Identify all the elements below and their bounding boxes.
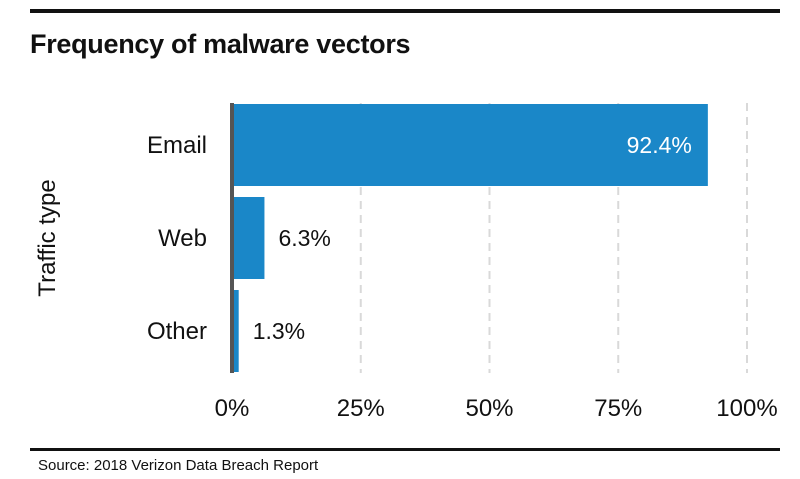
x-tick-label: 25% — [337, 395, 385, 422]
value-label-other: 1.3% — [253, 318, 305, 344]
top-rule — [30, 9, 780, 13]
bottom-rule — [30, 448, 780, 451]
value-label-email: 92.4% — [627, 132, 692, 158]
value-label-web: 6.3% — [278, 225, 330, 251]
bar-web — [232, 197, 265, 279]
x-tick-label: 0% — [215, 395, 250, 422]
x-tick-label: 100% — [716, 395, 777, 422]
value-labels: 92.4% 6.3% 1.3% — [253, 132, 692, 344]
bar-other — [232, 290, 239, 372]
y-axis-label: Traffic type — [34, 179, 61, 296]
category-label-email: Email — [147, 132, 207, 159]
category-label-other: Other — [147, 318, 207, 345]
category-label-web: Web — [158, 225, 207, 252]
x-tick-label: 50% — [465, 395, 513, 422]
bar-email — [232, 104, 708, 186]
x-tick-labels: 0% 25% 50% 75% 100% — [215, 395, 778, 422]
category-labels: Email Web Other — [147, 132, 207, 345]
x-tick-label: 75% — [594, 395, 642, 422]
source-note: Source: 2018 Verizon Data Breach Report — [38, 457, 319, 474]
bars — [232, 104, 708, 372]
chart-title: Frequency of malware vectors — [30, 29, 411, 59]
